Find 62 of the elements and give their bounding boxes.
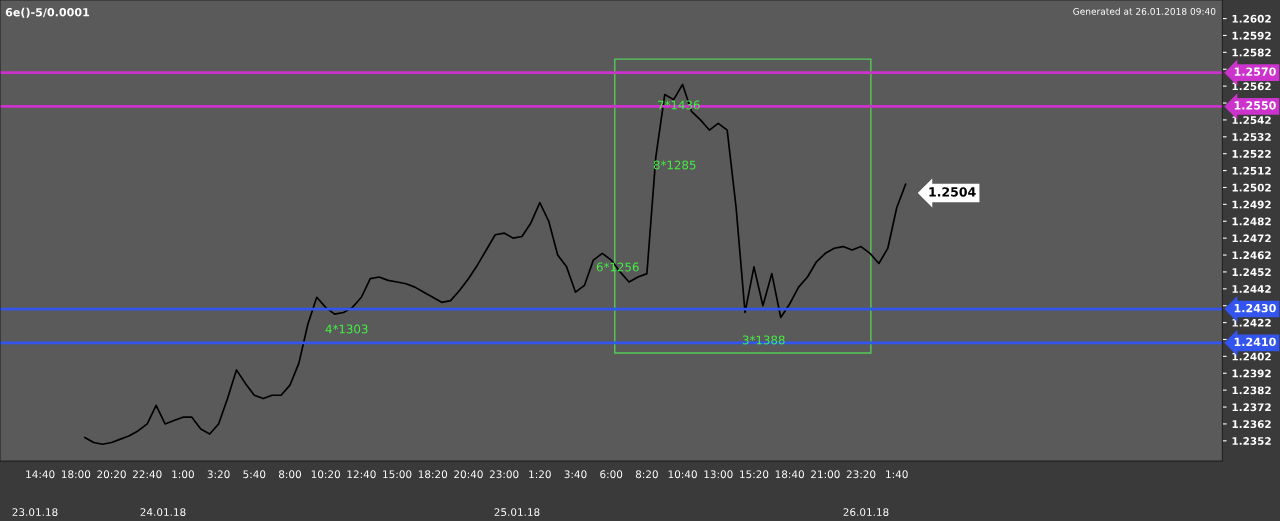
y-tick-label: 1.2512	[1232, 166, 1271, 175]
text: 24.01.18	[140, 508, 186, 517]
y-tick-label: 1.2492	[1232, 200, 1271, 209]
x-tick-label: 8:00	[279, 470, 301, 479]
x-tick-label: 15:00	[383, 470, 412, 479]
x-tick-label: 1:00	[172, 470, 194, 479]
y-tick-label: 1.2392	[1232, 369, 1271, 378]
y-tick-label: 1.2422	[1232, 318, 1271, 327]
y-tick-label: 1.2482	[1232, 217, 1271, 226]
y-tick-label: 1.2442	[1232, 285, 1271, 293]
x-tick-label: 18:20	[418, 470, 448, 479]
y-tick-label: 1.2542	[1232, 116, 1271, 125]
y-tick-label: 1.2582	[1232, 48, 1271, 57]
x-tick-label: 8:20	[635, 470, 658, 479]
ref-line-label: 1.2430	[1234, 303, 1276, 313]
annotation: 4*1303	[325, 324, 368, 334]
y-tick-label: 1.2402	[1232, 352, 1271, 361]
line-series	[83, 83, 907, 446]
x-tick-label: 15:20	[740, 470, 769, 479]
x-tick-label: 20:40	[454, 470, 483, 479]
annotation: 8*1285	[653, 160, 696, 170]
y-tick-label: 1.2452	[1232, 268, 1271, 277]
x-tick-label: 12:40	[347, 470, 376, 479]
annotation: 7*1436	[657, 100, 700, 110]
x-tick-label: 1:20	[529, 470, 551, 479]
y-tick-label: 1.2602	[1232, 14, 1271, 23]
text: 25.01.18	[494, 508, 540, 517]
x-tick-label: 14:40	[26, 470, 55, 479]
x-tick-label: 22:40	[132, 470, 162, 479]
x-tick-label: 23:00	[489, 470, 519, 479]
x-tick-label: 6:00	[600, 470, 623, 479]
y-tick-label: 1.2352	[1232, 437, 1271, 445]
x-tick-label: 13:00	[704, 470, 733, 479]
y-tick-label: 1.2372	[1232, 403, 1271, 412]
y-tick-label: 1.2502	[1232, 183, 1271, 192]
x-tick-label: 10:20	[311, 470, 340, 479]
text: Generated at 26.01.2018 09:40	[1073, 7, 1216, 15]
x-tick-label: 20:20	[97, 470, 126, 479]
x-tick-label: 23:20	[846, 470, 876, 479]
y-tick-label: 1.2472	[1232, 234, 1271, 243]
y-tick-label: 1.2382	[1232, 386, 1271, 395]
y-tick-label: 1.2362	[1232, 420, 1271, 429]
x-tick-label: 10:40	[668, 470, 697, 479]
y-tick-label: 1.2522	[1232, 149, 1271, 158]
y-tick-label: 1.2592	[1232, 31, 1271, 40]
y-tick-label: 1.2562	[1232, 82, 1271, 91]
x-tick-label: 18:00	[61, 470, 91, 479]
text: 26.01.18	[843, 508, 889, 517]
text: 23.01.18	[12, 508, 58, 517]
y-tick-label: 1.2532	[1232, 133, 1271, 141]
x-tick-label: 21:00	[811, 470, 840, 479]
x-tick-label: 3:40	[564, 470, 587, 479]
y-tick-label: 1.2462	[1232, 251, 1271, 260]
ref-line-label: 1.2410	[1234, 337, 1276, 347]
x-tick-label: 5:40	[243, 470, 266, 479]
x-tick-label: 1:40	[886, 470, 908, 479]
x-tick-label: 18:40	[775, 470, 804, 479]
ref-line-label: 1.2550	[1234, 101, 1276, 110]
text: 6e()-5/0.0001	[5, 7, 90, 18]
annotation: 1.2504	[929, 187, 976, 197]
x-tick-label: 3:20	[207, 470, 230, 479]
ref-line-label: 1.2570	[1234, 67, 1276, 76]
